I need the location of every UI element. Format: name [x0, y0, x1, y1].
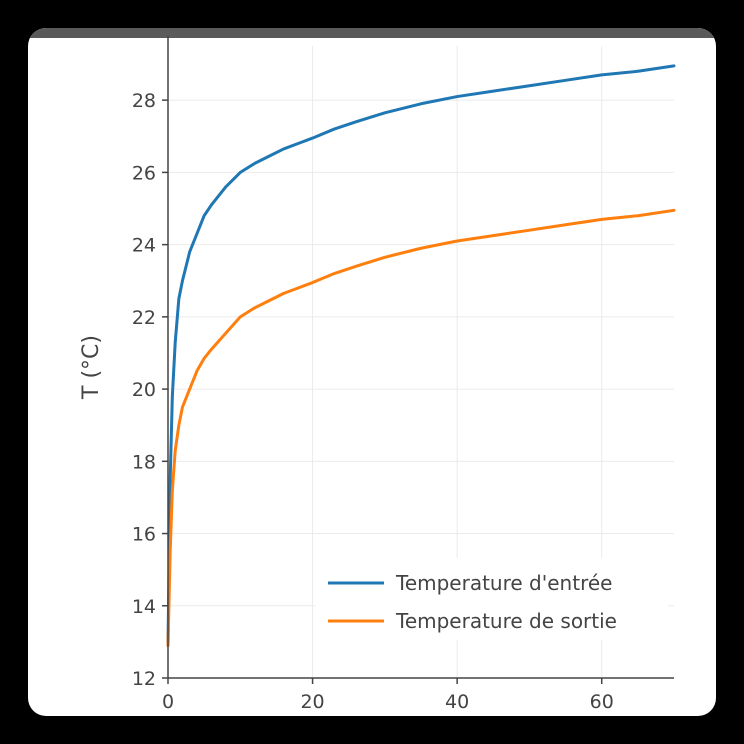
- line-chart: 12 14 16 18 20 22 24 26 28 0 20 40 60 T (°C) Temperat…: [79, 36, 676, 713]
- y-tick-label: 26: [132, 162, 156, 184]
- x-tick-label: 0: [162, 691, 174, 713]
- y-tick-label: 12: [132, 668, 156, 690]
- chart-card: 12 14 16 18 20 22 24 26 28 0 20 40 60 T (°C) Temperat…: [28, 28, 716, 716]
- axes: 12 14 16 18 20 22 24 26 28 0 20 40 60 T (°C): [79, 36, 674, 713]
- y-tick-label: 22: [132, 307, 156, 329]
- y-axis-title: T (°C): [79, 335, 104, 400]
- y-tick-label: 18: [132, 451, 156, 473]
- y-tick-label: 16: [132, 524, 156, 546]
- x-tick-label: 60: [590, 691, 614, 713]
- y-tick-label: 24: [132, 235, 156, 257]
- legend-label-2: Temperature de sortie: [395, 609, 617, 633]
- legend-background: [316, 558, 668, 640]
- legend-label-1: Temperature d'entrée: [395, 571, 612, 595]
- legend: Temperature d'entrée Temperature de sorti…: [316, 558, 668, 640]
- x-tick-label: 20: [300, 691, 324, 713]
- y-tick-label: 14: [132, 596, 156, 618]
- series-line-1: [166, 64, 676, 647]
- series-layer: [166, 64, 676, 647]
- card-top-bar: [28, 28, 716, 38]
- y-tick-label: 20: [132, 379, 156, 401]
- x-tick-label: 40: [445, 691, 469, 713]
- series-line-2: [166, 208, 676, 647]
- y-tick-label: 28: [132, 90, 156, 112]
